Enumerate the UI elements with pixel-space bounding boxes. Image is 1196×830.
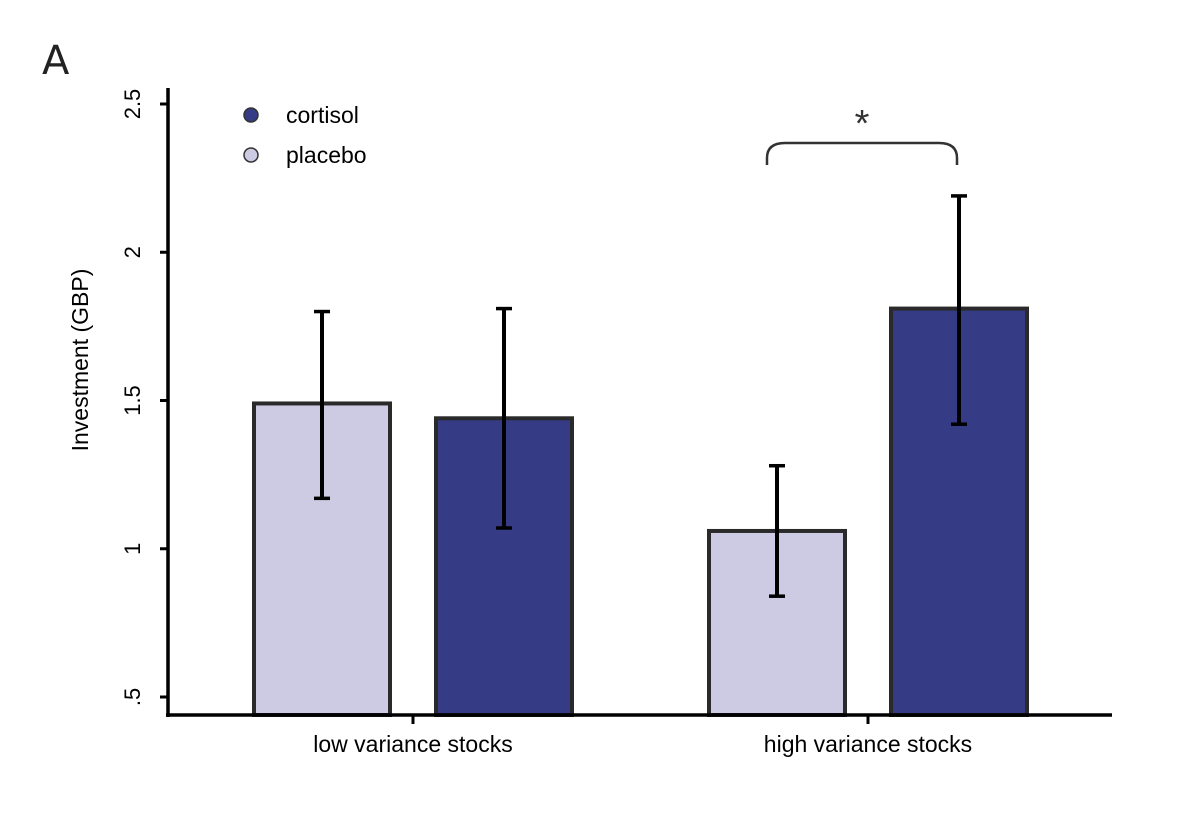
- legend-group: cortisol placebo: [243, 102, 367, 168]
- legend-marker-placebo: [243, 147, 259, 163]
- y-tick-label: .5: [120, 688, 145, 706]
- significance-star: *: [855, 103, 870, 145]
- y-tick-label: 2: [120, 246, 145, 258]
- error-bars-group: [314, 194, 967, 598]
- annotation-group: *: [765, 103, 959, 165]
- legend-label-placebo: placebo: [286, 142, 367, 168]
- y-axis-label: Investment (GBP): [67, 269, 93, 452]
- significance-bracket: [765, 141, 959, 165]
- y-tick-label: 1: [120, 543, 145, 555]
- y-tick-label: 1.5: [120, 385, 145, 416]
- y-tick-label: 2.5: [120, 89, 145, 120]
- legend-marker-cortisol: [243, 107, 259, 123]
- legend-label-cortisol: cortisol: [286, 102, 359, 128]
- x-tick-label: low variance stocks: [313, 731, 512, 757]
- x-tick-label: high variance stocks: [764, 731, 972, 757]
- panel-letter: A: [42, 38, 70, 84]
- bars-group: [252, 306, 1029, 718]
- axes-group: .5 1 1.5 2 2.5 low variance stocks high varian…: [67, 88, 1112, 757]
